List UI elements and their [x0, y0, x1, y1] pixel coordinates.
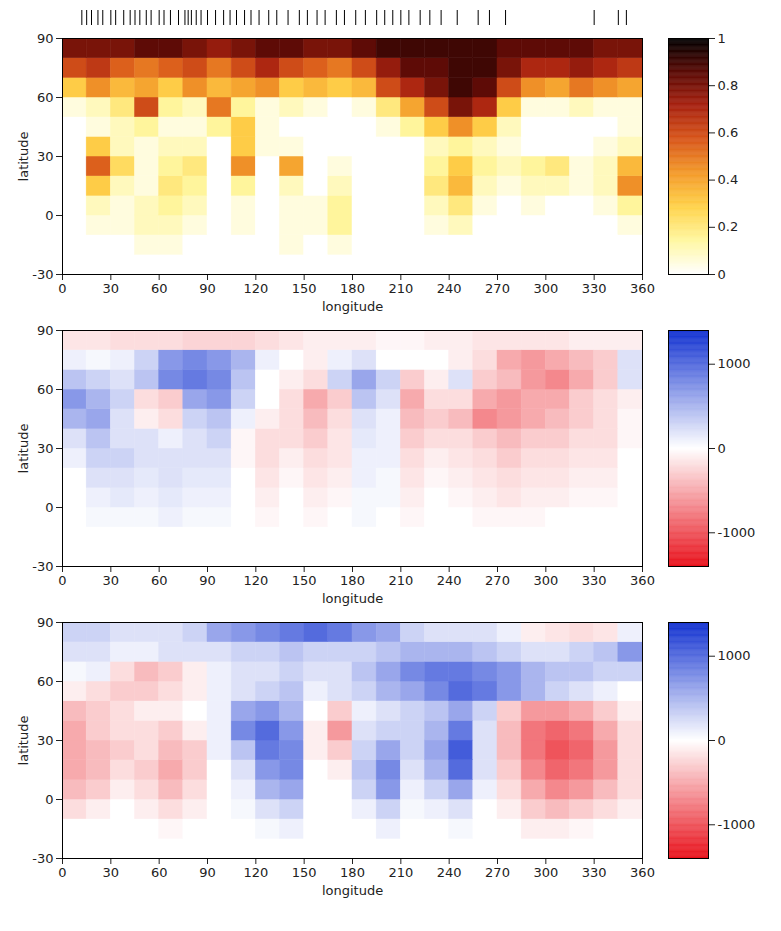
- svg-text:270: 270: [485, 573, 510, 588]
- svg-text:30: 30: [103, 573, 120, 588]
- svg-text:-30: -30: [32, 851, 53, 866]
- svg-text:-1000: -1000: [718, 817, 756, 832]
- svg-text:240: 240: [437, 281, 462, 296]
- svg-text:30: 30: [37, 149, 54, 164]
- svg-text:60: 60: [37, 674, 54, 689]
- svg-text:1000: 1000: [718, 648, 751, 663]
- svg-text:180: 180: [340, 573, 365, 588]
- svg-text:120: 120: [243, 865, 268, 880]
- svg-text:210: 210: [388, 573, 413, 588]
- svg-text:90: 90: [37, 615, 54, 630]
- svg-text:90: 90: [199, 573, 216, 588]
- svg-text:180: 180: [340, 281, 365, 296]
- svg-text:360: 360: [630, 281, 655, 296]
- svg-text:300: 300: [533, 281, 558, 296]
- svg-text:210: 210: [388, 281, 413, 296]
- svg-text:150: 150: [292, 573, 317, 588]
- svg-text:30: 30: [37, 733, 54, 748]
- svg-text:0.4: 0.4: [718, 172, 739, 187]
- svg-text:latitude: latitude: [16, 132, 31, 182]
- svg-text:0: 0: [58, 281, 66, 296]
- svg-text:330: 330: [582, 281, 607, 296]
- svg-text:latitude: latitude: [16, 716, 31, 766]
- svg-text:150: 150: [292, 865, 317, 880]
- svg-text:0: 0: [45, 208, 53, 223]
- svg-text:210: 210: [388, 865, 413, 880]
- svg-text:0: 0: [718, 441, 726, 456]
- svg-text:150: 150: [292, 281, 317, 296]
- svg-text:240: 240: [437, 573, 462, 588]
- svg-text:1: 1: [718, 31, 726, 46]
- svg-text:180: 180: [340, 865, 365, 880]
- svg-text:90: 90: [37, 323, 54, 338]
- svg-text:90: 90: [199, 281, 216, 296]
- svg-text:60: 60: [37, 90, 54, 105]
- svg-text:120: 120: [243, 573, 268, 588]
- svg-text:240: 240: [437, 865, 462, 880]
- svg-text:0.8: 0.8: [718, 78, 739, 93]
- svg-text:longitude: longitude: [322, 591, 383, 606]
- svg-text:latitude: latitude: [16, 424, 31, 474]
- svg-text:360: 360: [630, 865, 655, 880]
- svg-text:300: 300: [533, 573, 558, 588]
- svg-text:-30: -30: [32, 267, 53, 282]
- svg-text:360: 360: [630, 573, 655, 588]
- svg-text:0.6: 0.6: [718, 125, 739, 140]
- svg-text:90: 90: [199, 865, 216, 880]
- svg-text:270: 270: [485, 865, 510, 880]
- svg-text:30: 30: [103, 865, 120, 880]
- svg-text:-1000: -1000: [718, 525, 756, 540]
- svg-text:60: 60: [151, 281, 168, 296]
- svg-text:0: 0: [45, 500, 53, 515]
- svg-text:60: 60: [151, 573, 168, 588]
- svg-text:330: 330: [582, 573, 607, 588]
- svg-text:0: 0: [58, 865, 66, 880]
- svg-text:longitude: longitude: [322, 299, 383, 314]
- svg-text:30: 30: [103, 281, 120, 296]
- svg-text:0: 0: [58, 573, 66, 588]
- svg-text:90: 90: [37, 31, 54, 46]
- svg-text:0: 0: [718, 267, 726, 282]
- svg-text:30: 30: [37, 441, 54, 456]
- svg-text:0.2: 0.2: [718, 219, 739, 234]
- svg-text:longitude: longitude: [322, 883, 383, 898]
- svg-text:1000: 1000: [718, 356, 751, 371]
- svg-text:270: 270: [485, 281, 510, 296]
- svg-text:-30: -30: [32, 559, 53, 574]
- svg-text:60: 60: [151, 865, 168, 880]
- svg-text:0: 0: [45, 792, 53, 807]
- svg-text:60: 60: [37, 382, 54, 397]
- svg-text:120: 120: [243, 281, 268, 296]
- svg-text:300: 300: [533, 865, 558, 880]
- svg-text:0: 0: [718, 733, 726, 748]
- svg-text:330: 330: [582, 865, 607, 880]
